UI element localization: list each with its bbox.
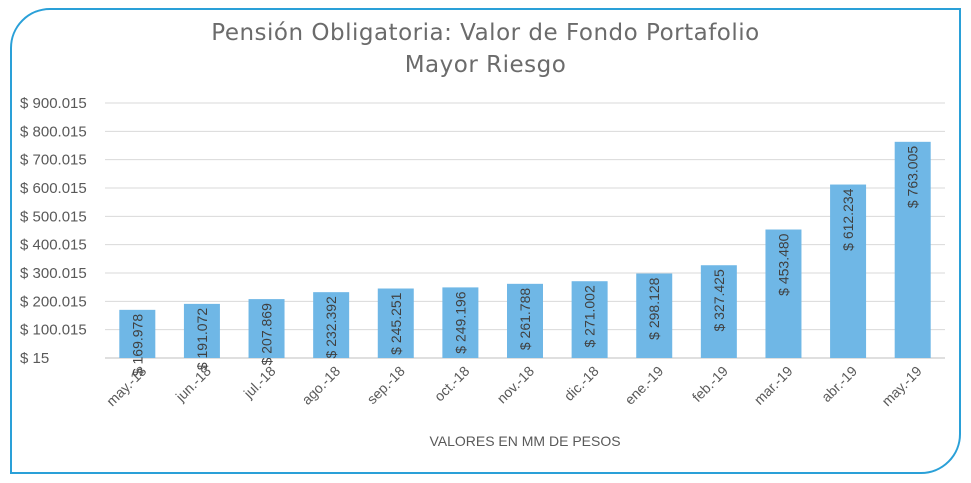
y-tick-label: $ 900.015 bbox=[20, 95, 87, 112]
y-tick-label: $ 600.015 bbox=[20, 180, 87, 197]
chart-frame bbox=[10, 8, 961, 474]
data-label: $ 261.788 bbox=[517, 288, 533, 350]
data-labels: $ 169.978 $ 191.072 $ 207.869 $ 232.392 $ 24… bbox=[129, 146, 920, 377]
x-tick-label: mar.-19 bbox=[751, 363, 796, 408]
y-tick-label: $ 200.015 bbox=[20, 293, 87, 310]
y-axis: $ 15 $ 100.015 $ 200.015 $ 300.015 $ 400.015… bbox=[20, 95, 87, 367]
data-label: $ 245.251 bbox=[388, 292, 404, 354]
x-tick-label: jul.-18 bbox=[240, 363, 279, 402]
bar bbox=[442, 287, 479, 358]
data-label: $ 271.002 bbox=[582, 285, 598, 347]
bar bbox=[313, 292, 350, 358]
x-tick-label: abr.-19 bbox=[818, 363, 860, 405]
bar bbox=[894, 141, 931, 358]
x-tick-label: oct.-18 bbox=[431, 363, 473, 405]
y-tick-label: $ 800.015 bbox=[20, 123, 87, 140]
data-label: $ 232.392 bbox=[323, 296, 339, 358]
x-tick-label: may.-19 bbox=[878, 363, 924, 409]
bar bbox=[248, 299, 285, 358]
x-axis: may.-18 jun.-18 jul.-18 ago.-18 sep.-18 oct.-… bbox=[103, 363, 925, 409]
data-label: $ 249.196 bbox=[452, 291, 468, 353]
x-axis-title: VALORES EN MM DE PESOS bbox=[429, 433, 620, 449]
y-tick-label: $ 15 bbox=[20, 350, 49, 367]
y-tick-label: $ 500.015 bbox=[20, 208, 87, 225]
y-tick-label: $ 400.015 bbox=[20, 237, 87, 254]
bar bbox=[377, 288, 414, 358]
x-tick-label: nov.-18 bbox=[494, 363, 538, 407]
data-label: $ 191.072 bbox=[194, 308, 210, 370]
bar bbox=[119, 309, 156, 358]
x-tick-label: feb.-19 bbox=[689, 363, 731, 405]
bar bbox=[636, 273, 673, 358]
chart-subtitle: Mayor Riesgo bbox=[404, 52, 567, 78]
data-label: $ 169.978 bbox=[129, 314, 145, 376]
x-tick-label: sep.-18 bbox=[364, 363, 408, 407]
data-label: $ 327.425 bbox=[711, 269, 727, 331]
data-label: $ 763.005 bbox=[905, 146, 921, 208]
data-label: $ 298.128 bbox=[646, 277, 662, 339]
y-tick-label: $ 700.015 bbox=[20, 152, 87, 169]
bars bbox=[119, 141, 931, 358]
bar bbox=[183, 303, 220, 358]
y-tick-label: $ 100.015 bbox=[20, 322, 87, 339]
x-tick-label: ene.-19 bbox=[621, 363, 666, 408]
x-tick-label: ago.-18 bbox=[298, 363, 343, 408]
data-label: $ 453.480 bbox=[775, 233, 791, 295]
bar bbox=[507, 283, 543, 358]
bar bbox=[700, 265, 737, 358]
y-tick-label: $ 300.015 bbox=[20, 265, 87, 282]
chart-title: Pensión Obligatoria: Valor de Fondo Port… bbox=[211, 20, 760, 46]
x-tick-label: may.-18 bbox=[103, 363, 149, 409]
data-label: $ 207.869 bbox=[259, 303, 275, 365]
bar bbox=[830, 184, 867, 358]
data-label: $ 612.234 bbox=[840, 188, 856, 250]
x-tick-label: dic.-18 bbox=[561, 363, 602, 404]
bar bbox=[765, 229, 802, 358]
bar bbox=[571, 281, 608, 358]
